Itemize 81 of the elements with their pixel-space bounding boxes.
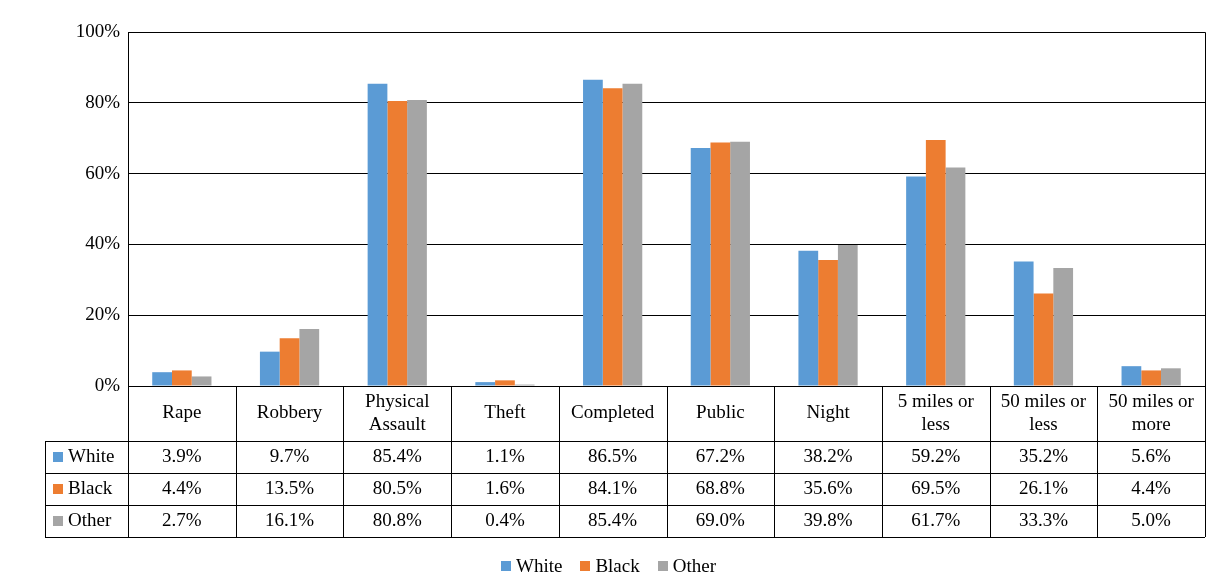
data-label: 35.6% (803, 476, 853, 498)
data-label: 85.4% (588, 508, 638, 530)
y-tick-label: 100% (75, 19, 121, 41)
data-label: 61.7% (911, 508, 961, 530)
bar (279, 338, 300, 386)
data-label: 86.5% (588, 444, 638, 466)
data-label: 68.8% (695, 476, 746, 498)
x-tick-label: Night (806, 401, 851, 423)
data-label: 69.0% (695, 508, 746, 530)
data-label: 4.4% (1131, 476, 1172, 498)
bar (1013, 261, 1034, 386)
data-label: 80.5% (372, 476, 422, 498)
bar (191, 376, 212, 386)
x-tick-label: 50 miles or less (1000, 389, 1087, 434)
legend-label: Black (68, 476, 113, 498)
data-label: 5.0% (1131, 508, 1172, 530)
bar (837, 245, 858, 386)
data-label: 13.5% (265, 476, 315, 498)
data-label: 38.2% (803, 444, 853, 466)
bar (387, 101, 408, 386)
legend-label: White (68, 444, 115, 466)
data-label: 4.4% (162, 476, 202, 498)
bar (495, 380, 515, 386)
data-label: 35.2% (1018, 444, 1069, 466)
bar (259, 351, 280, 386)
bar (367, 83, 388, 386)
data-label: 9.7% (269, 444, 310, 466)
data-label: 39.8% (803, 508, 853, 530)
bar (407, 99, 427, 386)
data-label: 26.1% (1018, 476, 1069, 498)
bar (583, 79, 603, 386)
x-tick-label: Theft (484, 401, 527, 423)
data-label: 1.6% (485, 476, 525, 498)
x-tick-label: Completed (570, 401, 655, 423)
bar (906, 176, 926, 386)
data-label: 84.1% (588, 476, 638, 498)
data-label: 33.3% (1018, 508, 1069, 530)
bar (925, 139, 946, 386)
y-tick-label: 60% (85, 161, 121, 183)
y-tick-label: 80% (85, 90, 121, 112)
bar (1121, 366, 1142, 386)
bar (299, 329, 320, 386)
bar (1141, 370, 1162, 386)
data-label: 59.2% (911, 444, 961, 466)
text: Other (672, 555, 717, 576)
x-tick-label: Physical Assault (365, 389, 430, 434)
bar (818, 259, 838, 386)
x-tick-label: Robbery (256, 401, 323, 423)
bar (622, 83, 643, 386)
data-label: 69.5% (911, 476, 961, 498)
bar (152, 372, 172, 386)
text: White (515, 555, 563, 576)
x-tick-label: Rape (162, 401, 202, 423)
data-label: 85.4% (372, 444, 422, 466)
x-tick-label: 5 miles or less (897, 389, 975, 434)
bar (1053, 268, 1074, 386)
x-tick-label: Public (696, 401, 745, 423)
data-label: 80.8% (372, 508, 422, 530)
data-label: 16.1% (265, 508, 315, 530)
data-label: 2.7% (162, 508, 202, 530)
data-label: 3.9% (162, 444, 202, 466)
bar (690, 148, 711, 386)
bar (730, 141, 750, 386)
bar (945, 167, 966, 386)
bar (1033, 293, 1054, 386)
text: Black (595, 555, 640, 576)
legend-label: Other (68, 508, 112, 530)
data-label: 0.4% (485, 508, 525, 530)
y-tick-label: 20% (85, 303, 121, 325)
bar (798, 250, 819, 386)
bar (602, 88, 623, 386)
data-label: 1.1% (485, 444, 525, 466)
data-label: 67.2% (695, 444, 746, 466)
data-label: 5.6% (1131, 444, 1172, 466)
bar (171, 370, 192, 386)
bar (1161, 368, 1181, 386)
bar (710, 142, 731, 386)
y-tick-label: 0% (94, 373, 121, 395)
y-tick-label: 40% (85, 232, 121, 254)
bar (475, 382, 496, 386)
x-tick-label: 50 miles or more (1108, 389, 1195, 434)
